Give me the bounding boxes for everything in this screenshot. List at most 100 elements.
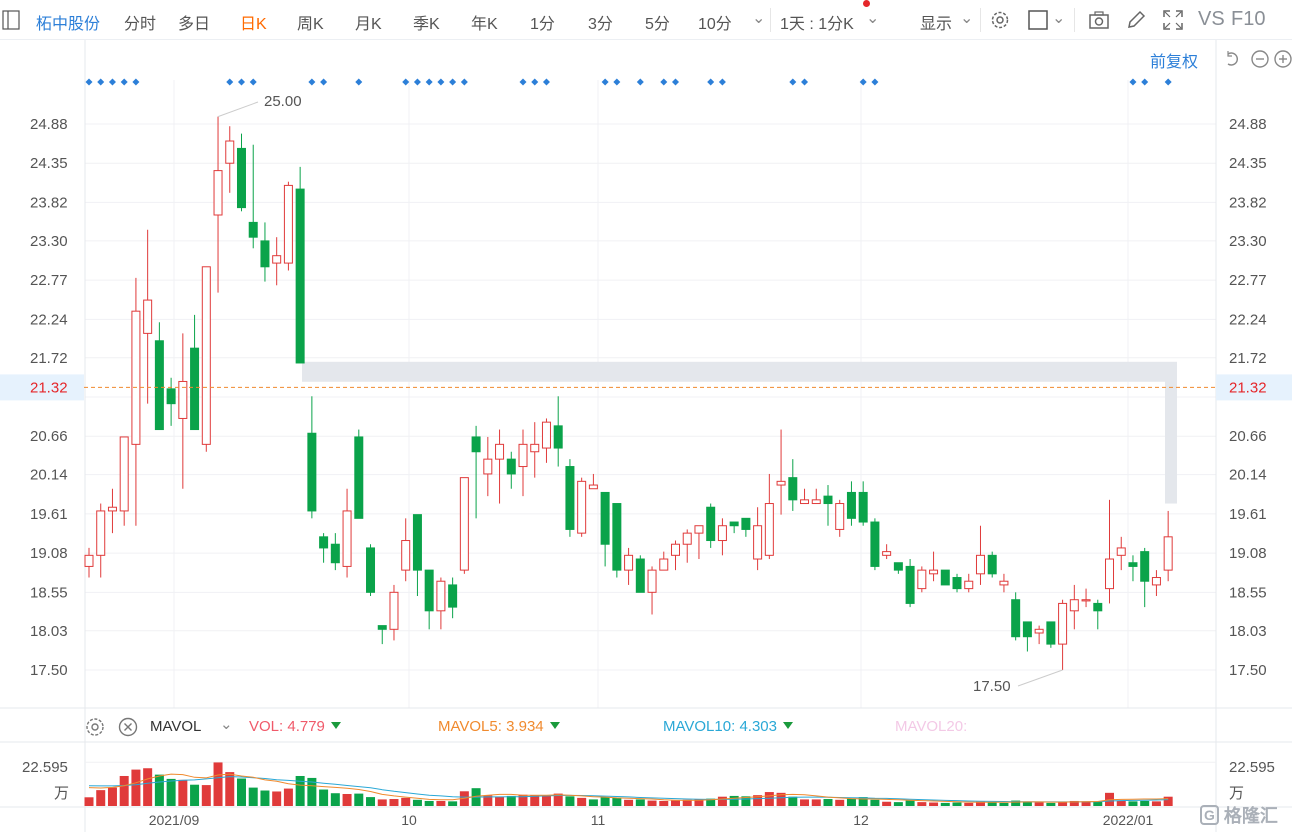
- event-marker-icon: [237, 78, 245, 86]
- date-axis: 2021/09 10 11 12 2022/01: [149, 812, 1154, 828]
- candlestick-chart[interactable]: 21.32 21.32 24.88 24.88 24.35 24.35 23.82 23.8…: [0, 40, 1292, 832]
- date-tick: 12: [853, 812, 869, 828]
- mavol10-legend: MAVOL10: 4.303: [663, 718, 793, 735]
- volume-unit-left: 万: [54, 785, 69, 802]
- tab-multiday[interactable]: 多日: [178, 16, 211, 33]
- candle-body: [788, 477, 798, 501]
- indicator-settings-gear-icon[interactable]: [84, 716, 106, 742]
- volume-bar: [190, 784, 200, 806]
- volume-bars[interactable]: [84, 762, 1173, 806]
- event-markers[interactable]: [85, 78, 1172, 86]
- current-price-tag-left: [0, 374, 84, 401]
- volume-bar: [84, 797, 94, 806]
- indicator-name[interactable]: MAVOL: [150, 718, 202, 735]
- mavol5-trend-icon: [549, 722, 560, 729]
- candle-body: [1046, 621, 1056, 645]
- tab-quarterly-k[interactable]: 季K: [413, 16, 440, 33]
- more-periods-chevron-icon[interactable]: ⌄: [752, 10, 766, 27]
- volume-bar: [1022, 801, 1032, 806]
- notification-dot: [863, 0, 870, 7]
- candle: [964, 573, 974, 593]
- volume-bar: [143, 768, 153, 806]
- mavol5-label: MAVOL5:: [438, 718, 502, 735]
- chart-style-chevron-icon[interactable]: ⌄: [1052, 10, 1066, 27]
- tab-yearly-k[interactable]: 年K: [471, 16, 498, 33]
- current-price-tag-right: [1216, 374, 1292, 401]
- tab-1min[interactable]: 1分: [530, 16, 555, 33]
- candle: [412, 514, 422, 597]
- volume-bar: [96, 790, 106, 806]
- vol-legend: VOL: 4.779: [249, 718, 341, 735]
- candle-body: [389, 591, 399, 630]
- y-tick-right: 23.82: [1229, 194, 1267, 211]
- sidebar-toggle-icon[interactable]: [2, 10, 20, 30]
- undo-icon[interactable]: [1227, 51, 1238, 66]
- tab-5min[interactable]: 5分: [645, 16, 670, 33]
- f10-button[interactable]: F10: [1231, 8, 1266, 30]
- tab-monthly-k[interactable]: 月K: [355, 16, 382, 33]
- close-indicator-icon[interactable]: [117, 716, 139, 742]
- volume-bar: [753, 795, 763, 806]
- candle-body: [964, 580, 974, 590]
- candle: [236, 133, 246, 212]
- zoom-out-icon[interactable]: [1251, 50, 1269, 68]
- candle: [1011, 592, 1021, 641]
- candle: [1058, 599, 1068, 670]
- candles[interactable]: [84, 116, 1173, 670]
- volume-bar: [178, 779, 188, 806]
- candle-body: [530, 443, 540, 453]
- display-menu[interactable]: 显示: [920, 16, 953, 33]
- indicator-chevron-icon[interactable]: ⌄: [220, 716, 233, 733]
- y-tick-right: 18.55: [1229, 584, 1267, 601]
- candle-body: [577, 480, 587, 534]
- tab-daily-k[interactable]: 日K: [240, 16, 267, 33]
- adjust-mode-button[interactable]: 前复权: [1150, 54, 1199, 71]
- event-marker-icon: [718, 78, 726, 86]
- period-select[interactable]: 1天 : 1分K: [780, 16, 854, 33]
- candle: [612, 503, 622, 578]
- volume-bar: [975, 801, 985, 806]
- y-tick-right: 23.30: [1229, 233, 1267, 250]
- volume-bar: [1151, 801, 1161, 806]
- chart-style-square-icon[interactable]: [1027, 9, 1049, 31]
- low-price-label: 17.50: [973, 678, 1011, 695]
- candle: [107, 488, 117, 534]
- event-marker-icon: [1129, 78, 1137, 86]
- toolbar-divider: [770, 8, 771, 32]
- tab-10min[interactable]: 10分: [698, 16, 732, 33]
- candle-body: [330, 543, 340, 564]
- candle: [154, 322, 164, 431]
- volume-bar: [541, 795, 551, 806]
- display-chevron-icon[interactable]: ⌄: [960, 10, 974, 27]
- tab-weekly-k[interactable]: 周K: [297, 16, 324, 33]
- y-tick-right: 22.24: [1229, 311, 1267, 328]
- event-marker-icon: [519, 78, 527, 86]
- volume-bar: [272, 791, 282, 806]
- vs-compare-button[interactable]: VS: [1198, 8, 1225, 30]
- candle-body: [354, 436, 364, 519]
- candle: [448, 577, 458, 619]
- zoom-in-icon[interactable]: [1274, 50, 1292, 68]
- candle: [835, 499, 845, 537]
- candle-body: [506, 458, 516, 475]
- event-marker-icon: [449, 78, 457, 86]
- candle: [166, 377, 176, 426]
- candle-body: [236, 147, 246, 209]
- candle-body: [741, 517, 751, 530]
- candle: [272, 237, 282, 286]
- settings-gear-icon[interactable]: [989, 9, 1011, 31]
- candle: [1022, 621, 1032, 652]
- tab-intraday[interactable]: 分时: [124, 16, 157, 33]
- stock-name[interactable]: 柘中股份: [36, 16, 101, 33]
- candle: [1081, 588, 1091, 608]
- volume-tick-right: 22.595: [1229, 759, 1275, 776]
- gap-band: [302, 361, 1177, 382]
- camera-icon[interactable]: [1088, 9, 1110, 31]
- draw-pencil-icon[interactable]: [1125, 9, 1147, 31]
- candle-body: [541, 421, 551, 449]
- fullscreen-icon[interactable]: [1162, 9, 1184, 31]
- candle-body: [952, 577, 962, 590]
- period-chevron-icon[interactable]: ⌄: [866, 10, 880, 27]
- candle-body: [1011, 599, 1021, 638]
- tab-3min[interactable]: 3分: [588, 16, 613, 33]
